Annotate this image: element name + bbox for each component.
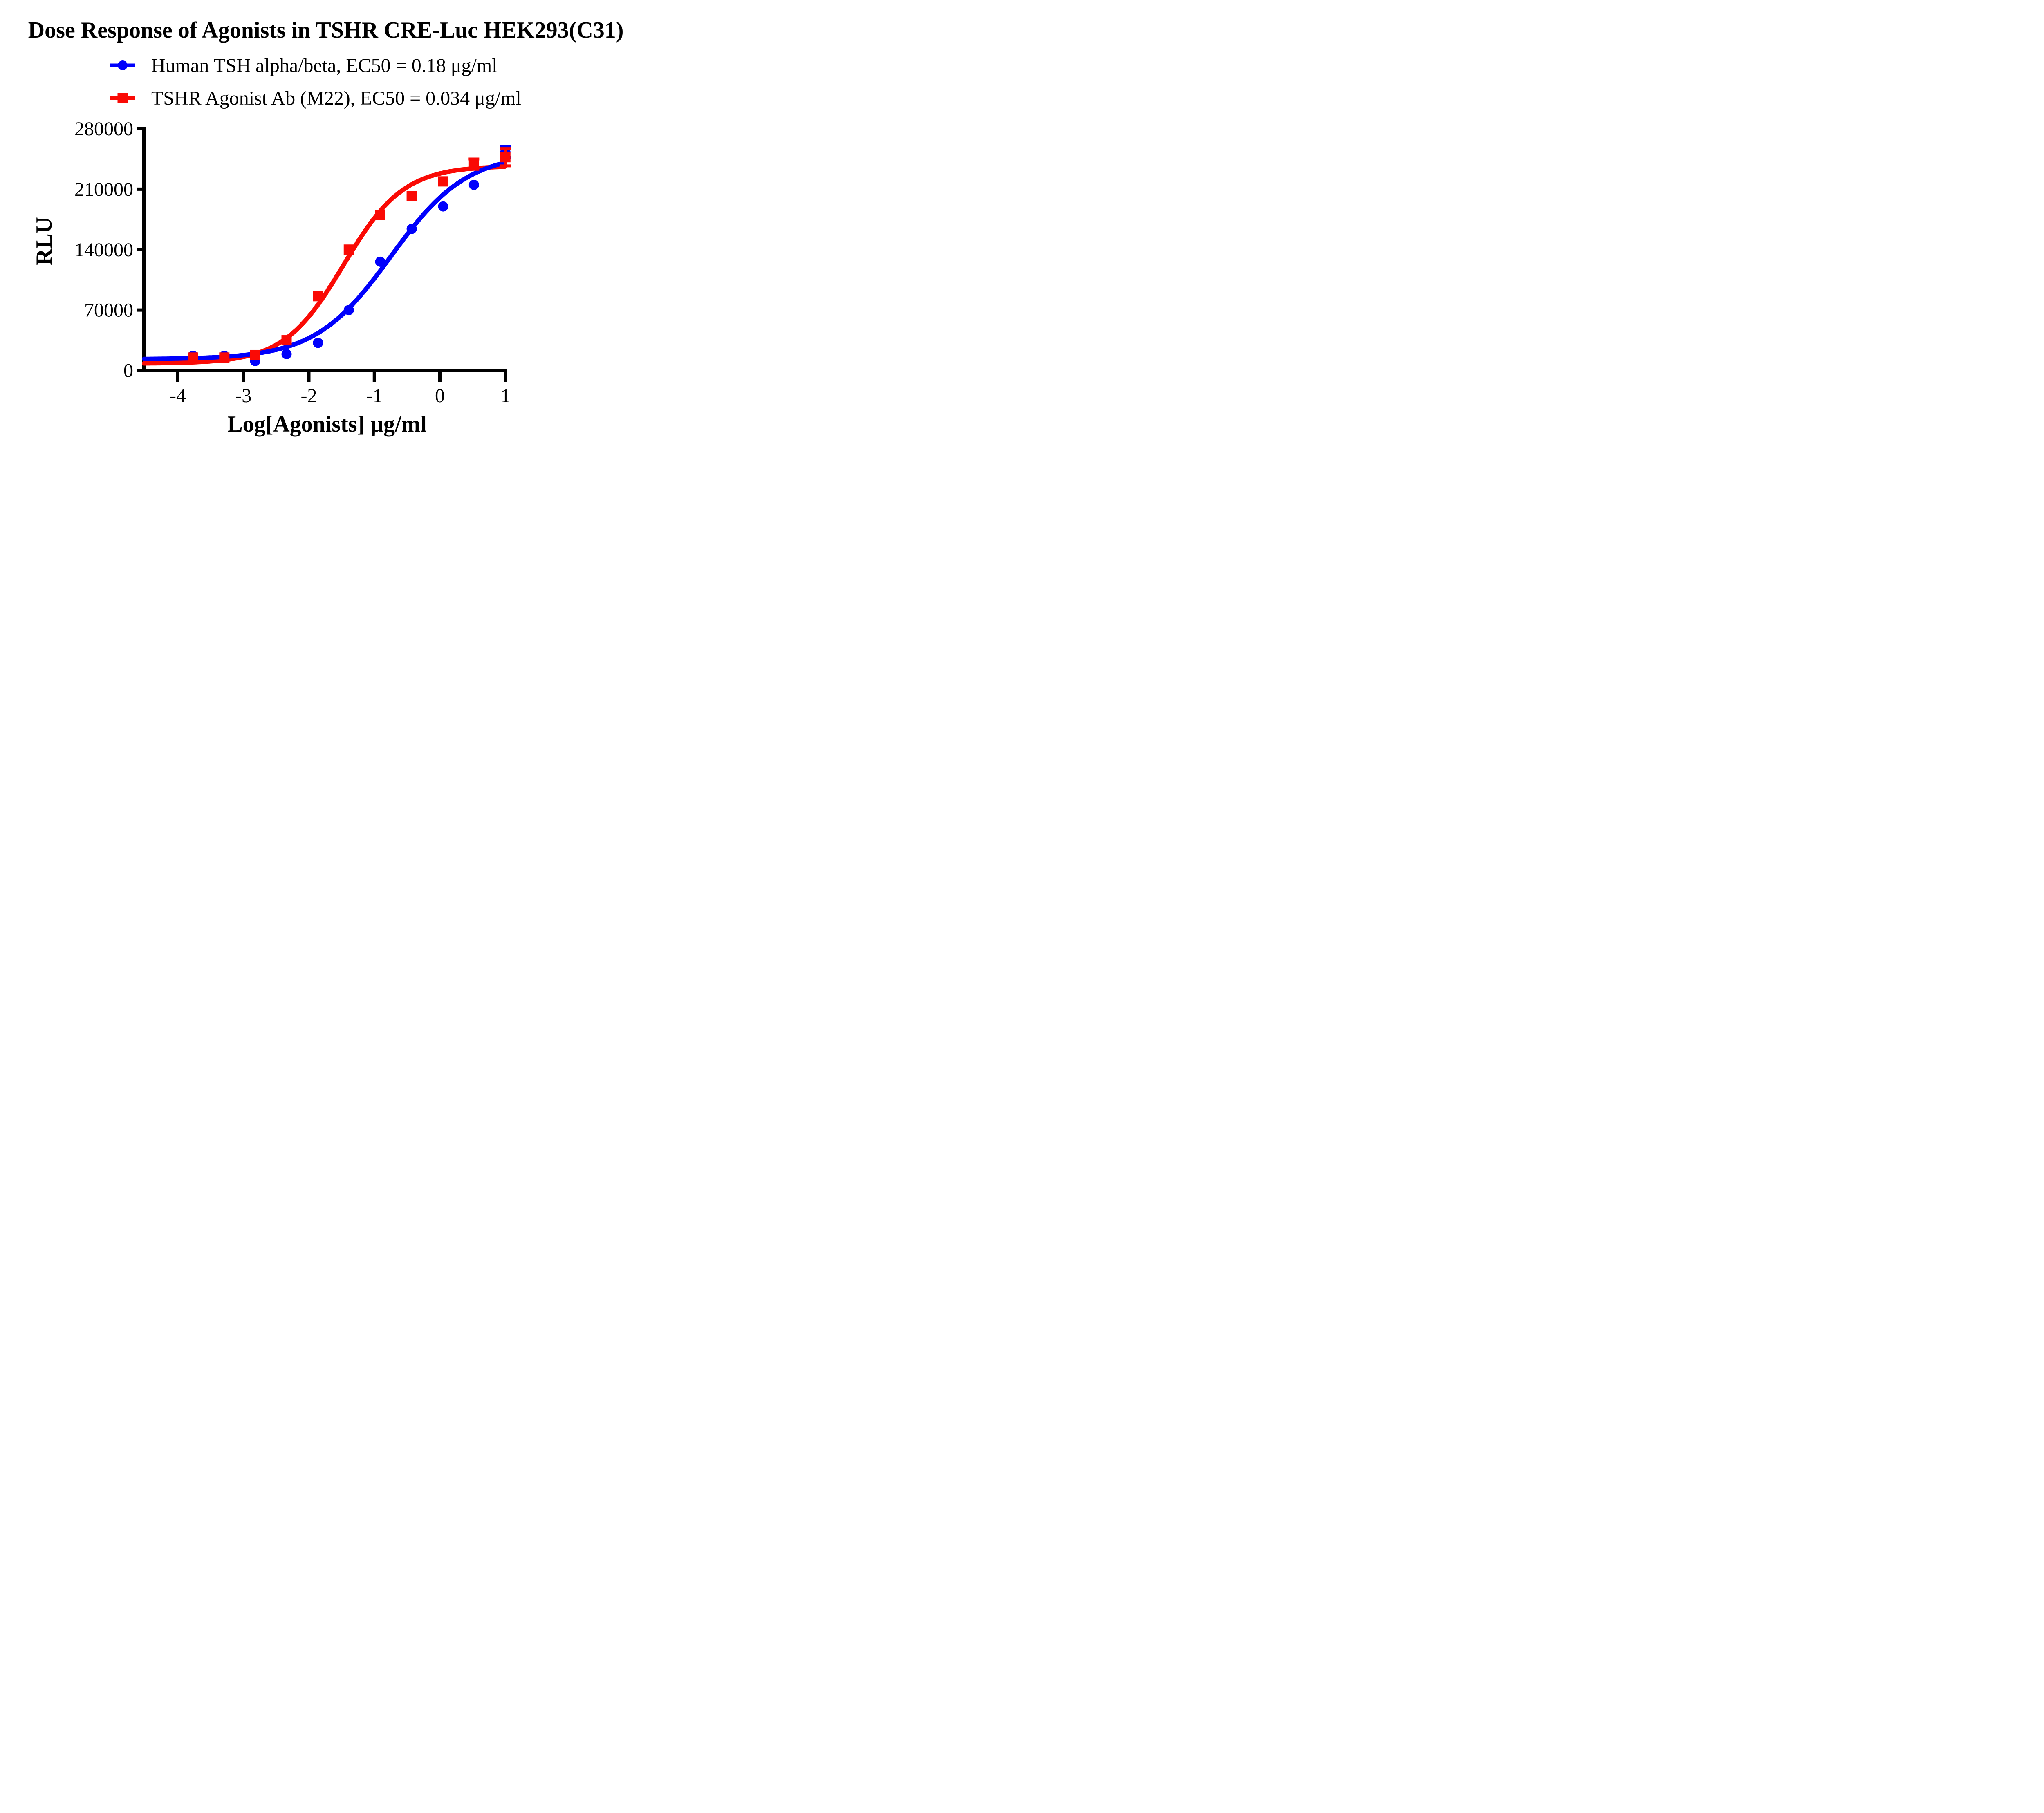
data-point-circle: [313, 338, 323, 348]
y-tick-label: 140000: [74, 239, 133, 261]
legend: Human TSH alpha/beta, EC50 = 0.18 μg/ml T…: [110, 53, 521, 119]
fit-curve-blue: [142, 160, 507, 361]
y-tick-label: 280000: [74, 118, 133, 140]
data-point-circle: [343, 305, 354, 316]
x-tick-label: -2: [301, 385, 317, 407]
data-point-square: [281, 335, 292, 346]
legend-item-m22: TSHR Agonist Ab (M22), EC50 = 0.034 μg/m…: [110, 86, 521, 110]
y-tick-label: 70000: [84, 300, 133, 321]
data-point-square: [500, 152, 511, 163]
legend-label: Human TSH alpha/beta, EC50 = 0.18 μg/ml: [151, 54, 498, 76]
x-tick-label: -4: [170, 385, 186, 407]
data-point-circle: [375, 256, 385, 267]
fit-curve-red: [142, 164, 507, 366]
data-point-circle: [468, 179, 479, 190]
x-tick-label: 0: [435, 385, 445, 407]
data-point-square: [313, 291, 323, 302]
data-point-square: [250, 349, 260, 360]
y-axis-title: RLU: [31, 217, 57, 265]
x-tick-label: 1: [500, 385, 510, 407]
data-point-square: [406, 191, 417, 201]
legend-item-tsh: Human TSH alpha/beta, EC50 = 0.18 μg/ml: [110, 53, 521, 78]
data-point-square: [343, 244, 354, 255]
legend-marker-circle: [118, 60, 128, 70]
data-point-circle: [406, 224, 417, 234]
dose-response-figure: Dose Response of Agonists in TSHR CRE-Lu…: [0, 0, 652, 453]
legend-circle-marker-icon: [110, 60, 135, 70]
y-tick-label: 0: [123, 360, 133, 382]
x-axis-title: Log[Agonists] μg/ml: [227, 412, 427, 437]
data-point-circle: [438, 201, 448, 212]
x-tick-label: -1: [366, 385, 383, 407]
data-point-square: [375, 210, 385, 220]
data-point-square: [438, 176, 448, 187]
x-tick-label: -3: [235, 385, 251, 407]
plot-area: -4 -3 -2 -1 0 1 0 70000 140000 210000 280000 Log[Ag…: [31, 118, 511, 437]
legend-square-marker-icon: [110, 93, 135, 103]
data-point-square: [188, 352, 198, 363]
data-point-square: [219, 352, 230, 363]
data-point-circle: [281, 349, 292, 359]
legend-marker-square: [117, 93, 128, 103]
y-tick-label: 210000: [74, 179, 133, 200]
chart-title: Dose Response of Agonists in TSHR CRE-Lu…: [28, 18, 624, 43]
data-point-square: [468, 159, 479, 170]
legend-label: TSHR Agonist Ab (M22), EC50 = 0.034 μg/m…: [151, 87, 521, 109]
